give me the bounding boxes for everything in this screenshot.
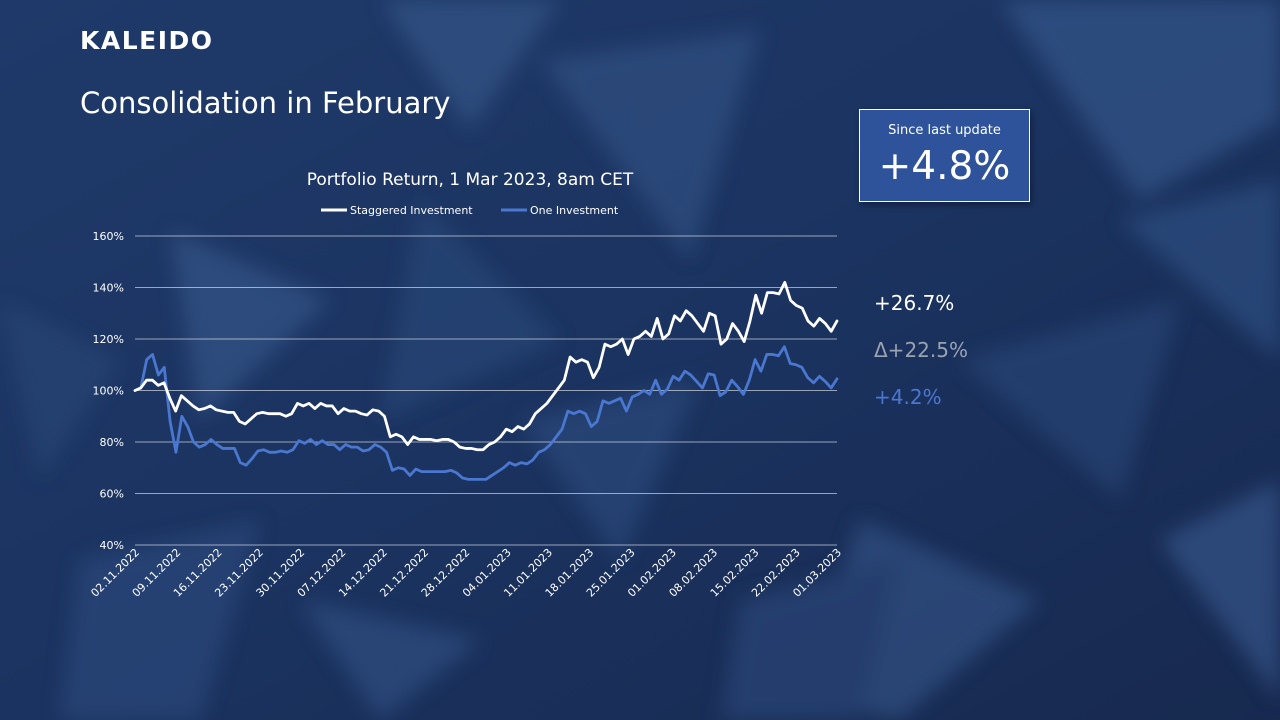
chart-legend: Staggered Investment One Investment xyxy=(321,204,619,217)
y-tick-label: 140% xyxy=(93,282,124,295)
y-tick-label: 160% xyxy=(93,230,124,243)
stat-staggered-return: +26.7% xyxy=(874,291,955,315)
series-line-staggered xyxy=(133,280,839,452)
chart-title: Portfolio Return, 1 Mar 2023, 8am CET xyxy=(307,170,634,190)
y-tick-label: 120% xyxy=(93,333,124,346)
brand-logo: KALEIDO xyxy=(80,26,214,55)
y-tick-label: 40% xyxy=(100,539,124,552)
y-tick-label: 80% xyxy=(100,436,124,449)
stat-one-return: +4.2% xyxy=(874,385,942,409)
legend-label-staggered: Staggered Investment xyxy=(350,204,473,217)
y-tick-label: 100% xyxy=(93,385,124,398)
y-tick-label: 60% xyxy=(100,488,124,501)
series-line-one xyxy=(133,345,839,481)
kpi-label: Since last update xyxy=(888,123,1001,138)
legend-label-one: One Investment xyxy=(530,204,619,217)
kpi-box: Since last update +4.8% xyxy=(859,109,1030,202)
page-title: Consolidation in February xyxy=(80,86,451,120)
kpi-value: +4.8% xyxy=(878,144,1011,189)
stat-delta-return: Δ+22.5% xyxy=(874,338,968,362)
